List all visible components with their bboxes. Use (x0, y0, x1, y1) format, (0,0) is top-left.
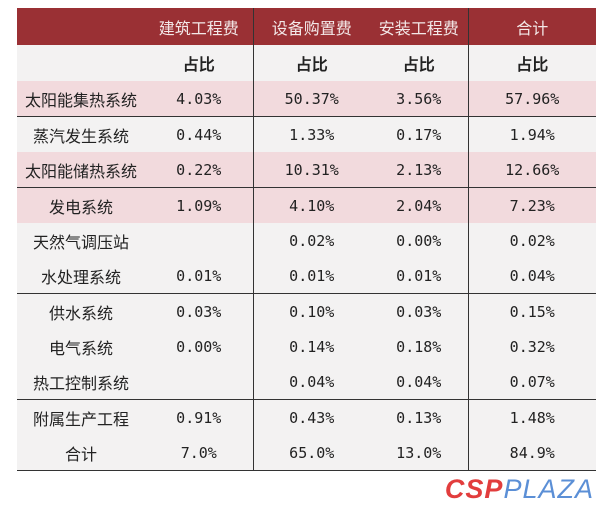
value-cell: 0.02% (467, 223, 596, 258)
value-cell: 0.22% (145, 152, 253, 188)
cost-share-table: 建筑工程费 设备购置费 安装工程费 合计 占比 占比 占比 占比 太阳能集热系统… (17, 8, 596, 471)
header-cell: 合计 (467, 8, 596, 45)
value-cell: 0.01% (252, 258, 370, 294)
watermark-part2: PLAZA (503, 474, 594, 504)
value-cell: 4.03% (145, 81, 253, 117)
value-cell: 1.48% (467, 399, 596, 435)
value-cell: 2.13% (370, 152, 468, 188)
value-cell: 0.03% (370, 293, 468, 329)
row-label: 附属生产工程 (17, 399, 145, 435)
value-cell: 2.04% (370, 187, 468, 223)
value-cell: 0.13% (370, 399, 468, 435)
value-cell: 3.56% (370, 81, 468, 117)
row-label: 太阳能储热系统 (17, 152, 145, 188)
value-cell: 0.15% (467, 293, 596, 329)
value-cell (145, 223, 253, 258)
value-cell: 0.43% (252, 399, 370, 435)
value-cell: 0.18% (370, 329, 468, 364)
table-row: 附属生产工程 0.91% 0.43% 0.13% 1.48% (17, 399, 596, 435)
subheader-cell: 占比 (370, 45, 468, 81)
row-label: 发电系统 (17, 187, 145, 223)
value-cell: 65.0% (252, 435, 370, 471)
value-cell: 57.96% (467, 81, 596, 117)
row-label: 电气系统 (17, 329, 145, 364)
table-row: 太阳能集热系统 4.03% 50.37% 3.56% 57.96% (17, 81, 596, 117)
value-cell: 1.33% (252, 116, 370, 152)
row-label: 太阳能集热系统 (17, 81, 145, 117)
value-cell: 84.9% (467, 435, 596, 471)
row-label: 水处理系统 (17, 258, 145, 294)
value-cell: 7.0% (145, 435, 253, 471)
table-row: 热工控制系统 0.04% 0.04% 0.07% (17, 364, 596, 400)
value-cell: 0.04% (252, 364, 370, 400)
value-cell: 0.17% (370, 116, 468, 152)
table-row: 发电系统 1.09% 4.10% 2.04% 7.23% (17, 187, 596, 223)
row-label: 合计 (17, 435, 145, 471)
value-cell: 12.66% (467, 152, 596, 188)
table-row: 水处理系统 0.01% 0.01% 0.01% 0.04% (17, 258, 596, 294)
value-cell: 7.23% (467, 187, 596, 223)
value-cell: 0.00% (145, 329, 253, 364)
table-row: 电气系统 0.00% 0.14% 0.18% 0.32% (17, 329, 596, 364)
value-cell: 0.02% (252, 223, 370, 258)
subheader-cell (17, 45, 145, 81)
row-label: 热工控制系统 (17, 364, 145, 400)
row-label: 蒸汽发生系统 (17, 116, 145, 152)
value-cell: 0.14% (252, 329, 370, 364)
header-cell: 建筑工程费 (145, 8, 253, 45)
value-cell: 0.04% (467, 258, 596, 294)
header-cell: 安装工程费 (370, 8, 468, 45)
value-cell: 1.94% (467, 116, 596, 152)
value-cell: 4.10% (252, 187, 370, 223)
header-cell (17, 8, 145, 45)
value-cell: 0.32% (467, 329, 596, 364)
value-cell: 10.31% (252, 152, 370, 188)
value-cell: 0.00% (370, 223, 468, 258)
value-cell: 50.37% (252, 81, 370, 117)
table-row: 蒸汽发生系统 0.44% 1.33% 0.17% 1.94% (17, 116, 596, 152)
csp-plaza-watermark: CSPPLAZA (445, 474, 594, 504)
subheader-cell: 占比 (145, 45, 253, 81)
row-label: 天然气调压站 (17, 223, 145, 258)
value-cell: 0.91% (145, 399, 253, 435)
subheader-cell: 占比 (467, 45, 596, 81)
value-cell: 0.10% (252, 293, 370, 329)
subheader-cell: 占比 (252, 45, 370, 81)
value-cell: 0.44% (145, 116, 253, 152)
watermark-part1: CSP (444, 474, 504, 504)
row-label: 供水系统 (17, 293, 145, 329)
subheader-row: 占比 占比 占比 占比 (17, 45, 596, 81)
header-row: 建筑工程费 设备购置费 安装工程费 合计 (17, 8, 596, 45)
value-cell (145, 364, 253, 400)
value-cell: 1.09% (145, 187, 253, 223)
table-row: 太阳能储热系统 0.22% 10.31% 2.13% 12.66% (17, 152, 596, 188)
table-row: 天然气调压站 0.02% 0.00% 0.02% (17, 223, 596, 258)
value-cell: 0.03% (145, 293, 253, 329)
value-cell: 0.01% (145, 258, 253, 294)
table-row: 供水系统 0.03% 0.10% 0.03% 0.15% (17, 293, 596, 329)
value-cell: 0.04% (370, 364, 468, 400)
value-cell: 0.01% (370, 258, 468, 294)
value-cell: 0.07% (467, 364, 596, 400)
value-cell: 13.0% (370, 435, 468, 471)
header-cell: 设备购置费 (252, 8, 370, 45)
table-row: 合计 7.0% 65.0% 13.0% 84.9% (17, 435, 596, 471)
